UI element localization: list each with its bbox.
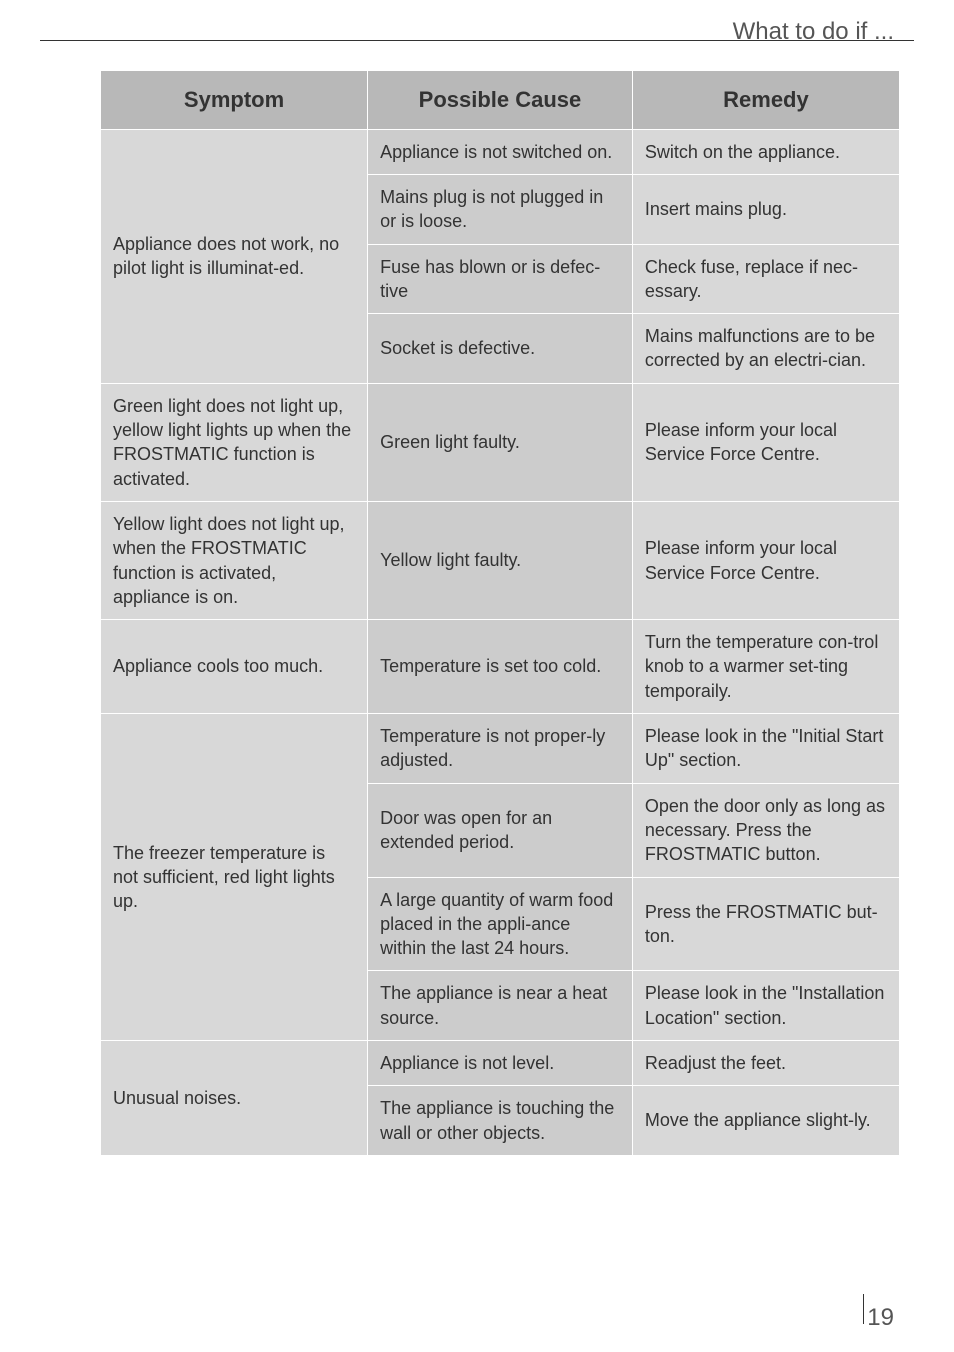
remedy-cell: Please inform your local Service Force C… xyxy=(632,383,899,501)
table-row: Yellow light does not light up, when the… xyxy=(101,501,900,619)
table-header-row: Symptom Possible Cause Remedy xyxy=(101,71,900,130)
table-row: Green light does not light up, yellow li… xyxy=(101,383,900,501)
col-cause: Possible Cause xyxy=(368,71,633,130)
remedy-cell: Turn the temperature con-trol knob to a … xyxy=(632,620,899,714)
symptom-cell: Yellow light does not light up, when the… xyxy=(101,501,368,619)
table-row: Appliance cools too much.Temperature is … xyxy=(101,620,900,714)
remedy-cell: Please inform your local Service Force C… xyxy=(632,501,899,619)
cause-cell: Appliance is not switched on. xyxy=(368,129,633,174)
page-tick xyxy=(863,1294,864,1324)
cause-cell: Temperature is set too cold. xyxy=(368,620,633,714)
remedy-cell: Insert mains plug. xyxy=(632,174,899,244)
remedy-cell: Switch on the appliance. xyxy=(632,129,899,174)
col-symptom: Symptom xyxy=(101,71,368,130)
symptom-cell: Green light does not light up, yellow li… xyxy=(101,383,368,501)
cause-cell: A large quantity of warm food placed in … xyxy=(368,877,633,971)
cause-cell: Mains plug is not plugged in or is loose… xyxy=(368,174,633,244)
remedy-cell: Press the FROSTMATIC but-ton. xyxy=(632,877,899,971)
remedy-cell: Mains malfunctions are to be corrected b… xyxy=(632,314,899,384)
col-remedy: Remedy xyxy=(632,71,899,130)
symptom-cell: Appliance does not work, no pilot light … xyxy=(101,129,368,383)
symptom-cell: Unusual noises. xyxy=(101,1041,368,1156)
cause-cell: Green light faulty. xyxy=(368,383,633,501)
cause-cell: Temperature is not proper-ly adjusted. xyxy=(368,714,633,784)
cause-cell: Socket is defective. xyxy=(368,314,633,384)
remedy-cell: Please look in the "Installation Locatio… xyxy=(632,971,899,1041)
page-header: What to do if ... xyxy=(733,18,894,46)
symptom-cell: Appliance cools too much. xyxy=(101,620,368,714)
table-row: The freezer temperature is not sufficien… xyxy=(101,714,900,784)
cause-cell: The appliance is near a heat source. xyxy=(368,971,633,1041)
troubleshooting-table: Symptom Possible Cause Remedy Appliance … xyxy=(100,70,900,1156)
page-number: 19 xyxy=(867,1304,894,1332)
cause-cell: Door was open for an extended period. xyxy=(368,783,633,877)
remedy-cell: Move the appliance slight-ly. xyxy=(632,1086,899,1156)
remedy-cell: Readjust the feet. xyxy=(632,1041,899,1086)
table-row: Appliance does not work, no pilot light … xyxy=(101,129,900,174)
remedy-cell: Check fuse, replace if nec-essary. xyxy=(632,244,899,314)
cause-cell: Fuse has blown or is defec-tive xyxy=(368,244,633,314)
symptom-cell: The freezer temperature is not sufficien… xyxy=(101,714,368,1041)
cause-cell: Yellow light faulty. xyxy=(368,501,633,619)
remedy-cell: Open the door only as long as necessary.… xyxy=(632,783,899,877)
cause-cell: Appliance is not level. xyxy=(368,1041,633,1086)
table-row: Unusual noises.Appliance is not level.Re… xyxy=(101,1041,900,1086)
cause-cell: The appliance is touching the wall or ot… xyxy=(368,1086,633,1156)
remedy-cell: Please look in the "Initial Start Up" se… xyxy=(632,714,899,784)
